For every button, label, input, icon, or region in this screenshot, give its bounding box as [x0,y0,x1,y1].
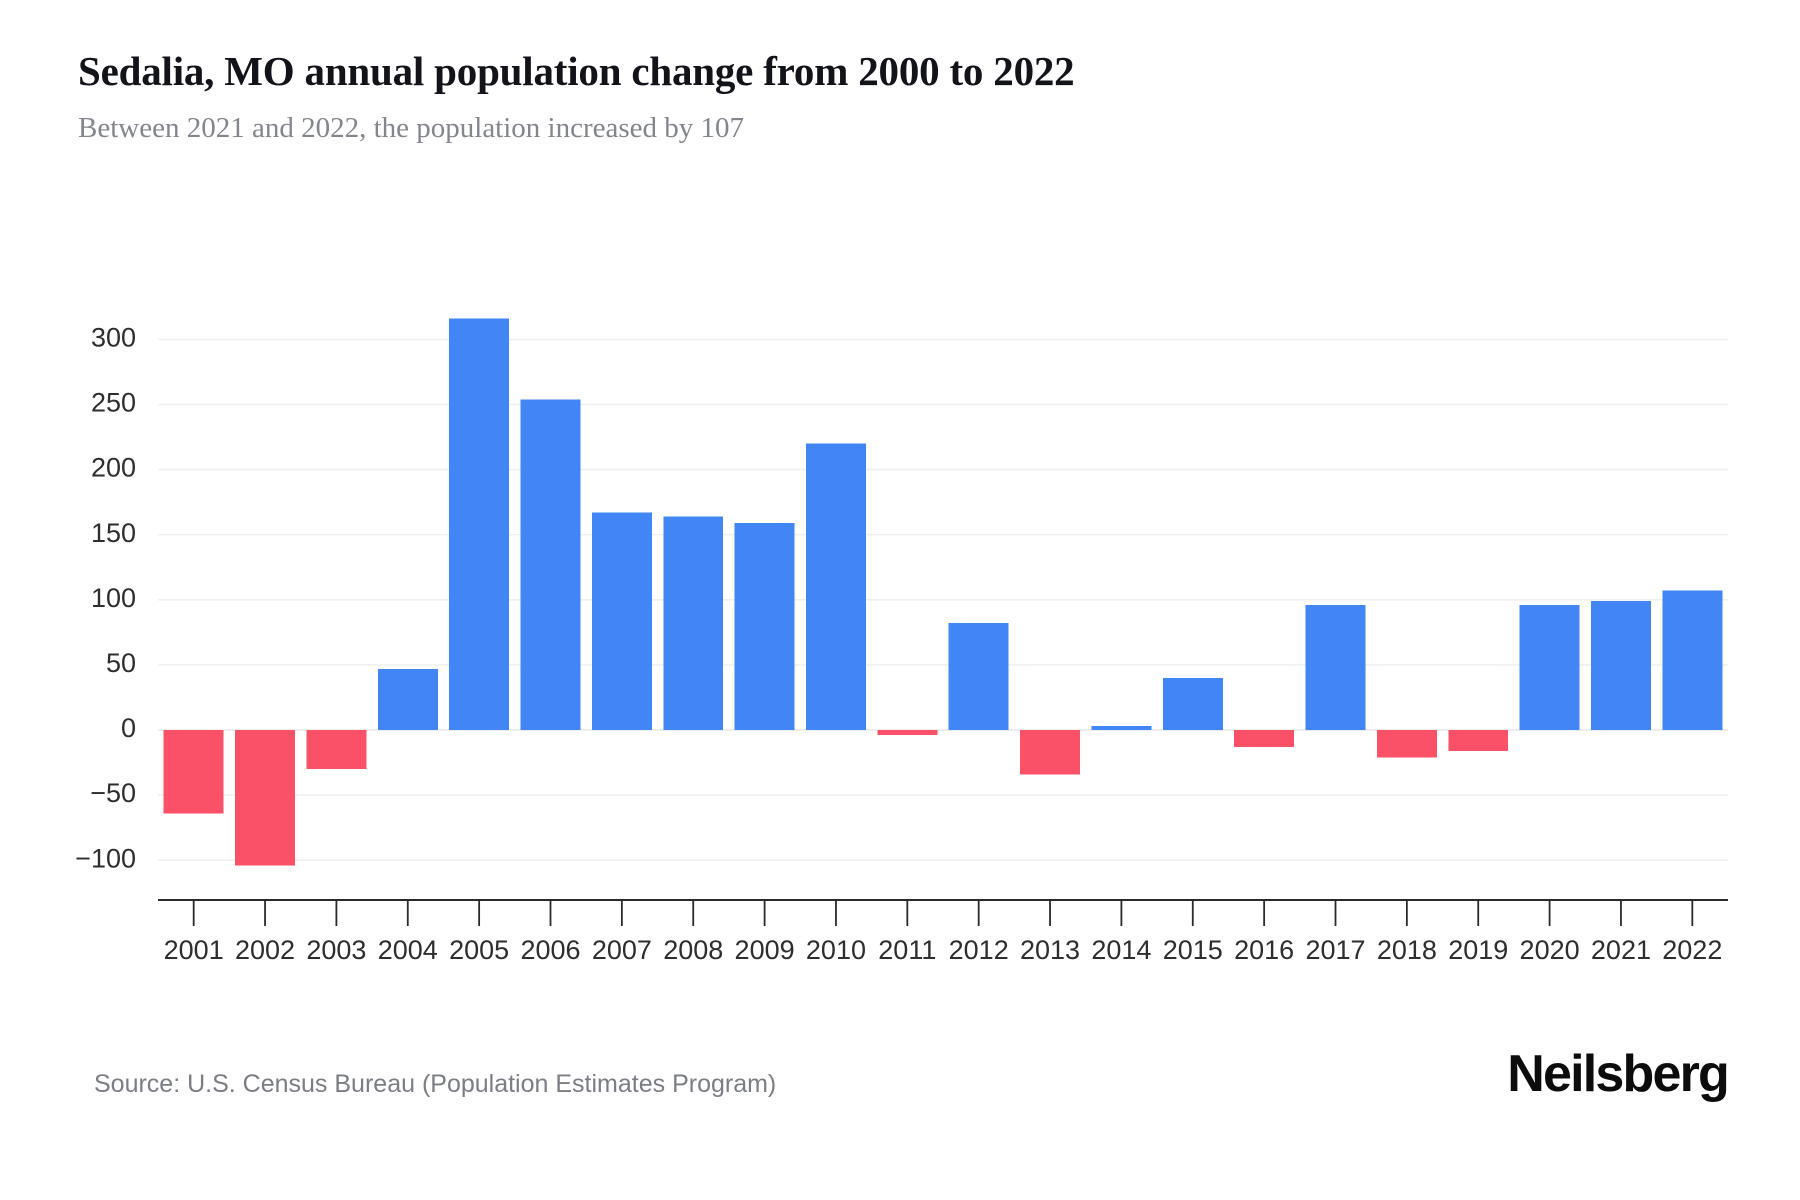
bar-2018[interactable] [1376,730,1437,758]
y-axis-tick-label: −100 [75,843,136,873]
y-axis-tick-label: 250 [91,388,136,418]
bar-2022[interactable] [1662,590,1723,730]
y-axis-tick-label: 300 [91,323,136,353]
bar-2002[interactable] [235,730,296,866]
y-axis-tick-label: 0 [121,713,136,743]
x-axis-tick-label: 2014 [1091,935,1151,965]
y-axis-labels-group: −100 −50 0 50 100 150 200 250 300 [75,323,136,874]
bar-2017[interactable] [1305,605,1366,730]
x-axis-tick-label: 2005 [449,935,509,965]
x-axis-tick-label: 2016 [1234,935,1294,965]
bar-2007[interactable] [591,512,652,730]
y-axis-tick-label: 200 [91,453,136,483]
x-axis-tick-label: 2018 [1377,935,1437,965]
x-axis-tick-label: 2002 [235,935,295,965]
bar-2006[interactable] [520,399,581,730]
bars-group [163,318,1723,866]
x-axis-tick-label: 2020 [1520,935,1580,965]
bar-2014[interactable] [1091,726,1152,730]
page-title: Sedalia, MO annual population change fro… [78,48,1075,94]
x-axis-tick-label: 2001 [164,935,224,965]
x-axis-tick-label: 2003 [306,935,366,965]
chart-footer: Source: U.S. Census Bureau (Population E… [0,1045,1800,1150]
x-axis-tick-label: 2007 [592,935,652,965]
y-axis-tick-label: 50 [106,648,136,678]
x-axis-tick-label: 2009 [735,935,795,965]
bar-2008[interactable] [663,516,724,730]
bar-2001[interactable] [163,730,224,814]
bar-2005[interactable] [449,318,510,730]
x-axis-tick-label: 2006 [520,935,580,965]
x-axis-labels-group: 2001 2002 2003 2004 2005 2006 2007 2008 2009 2010… [164,935,1723,965]
bar-2004[interactable] [377,668,438,730]
bar-2016[interactable] [1234,730,1295,747]
source-note: Source: U.S. Census Bureau (Population E… [94,1070,777,1098]
x-axis-tick-label: 2013 [1020,935,1080,965]
bar-2003[interactable] [306,730,367,770]
x-axis-tick-label: 2012 [949,935,1009,965]
bar-2011[interactable] [877,730,938,736]
bar-2021[interactable] [1590,601,1651,730]
x-axis-tick-label: 2011 [878,935,936,965]
bar-2020[interactable] [1519,605,1580,730]
y-axis-tick-label: 150 [91,518,136,548]
bar-2015[interactable] [1162,677,1223,730]
x-axis-tick-label: 2022 [1662,935,1722,965]
x-axis-tick-label: 2008 [663,935,723,965]
bar-2013[interactable] [1020,730,1081,775]
bar-2010[interactable] [805,443,866,730]
x-axis-tick-label: 2010 [806,935,866,965]
bar-2019[interactable] [1448,730,1509,751]
x-axis-tick-label: 2019 [1448,935,1508,965]
bar-2009[interactable] [734,522,795,730]
bar-2012[interactable] [948,623,1009,730]
x-axis-group [158,899,1728,926]
gridlines-group [158,338,1728,862]
x-axis-tick-label: 2021 [1591,935,1651,965]
y-axis-tick-label: −50 [90,778,136,808]
x-axis-tick-label: 2004 [378,935,438,965]
chart-header: Sedalia, MO annual population change fro… [78,48,1728,146]
brand-logo: Neilsberg [1507,1045,1730,1103]
x-axis-tick-label: 2017 [1305,935,1365,965]
y-axis-tick-label: 100 [91,583,136,613]
x-axis-tick-label: 2015 [1163,935,1223,965]
chart-subtitle: Between 2021 and 2022, the population in… [78,112,745,145]
